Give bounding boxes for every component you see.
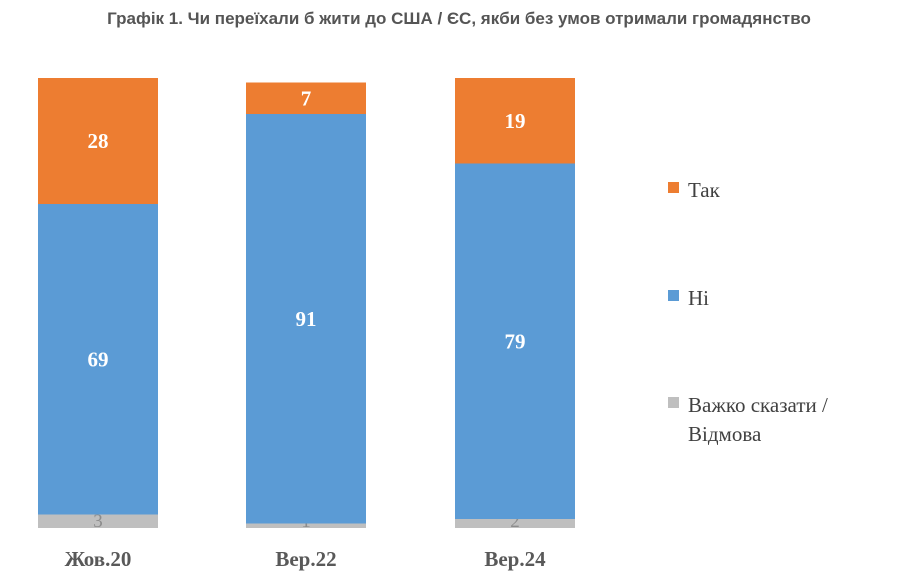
bar-segment (455, 163, 575, 519)
legend-label: Відмова (688, 422, 762, 446)
data-label: 79 (505, 329, 526, 353)
bar-segment (38, 78, 158, 204)
data-label: 2 (510, 511, 520, 532)
data-label: 28 (88, 129, 109, 153)
chart-title: Графік 1. Чи переїхали б жити до США / Є… (107, 9, 811, 28)
bar-segment (455, 519, 575, 528)
bar-segment (246, 114, 366, 524)
data-label: 3 (93, 511, 103, 532)
category-label: Вер.24 (484, 547, 546, 571)
legend-swatch (668, 397, 679, 408)
category-label: Вер.22 (275, 547, 336, 571)
data-label: 91 (296, 307, 317, 331)
legend: Так Ні Важко сказати / Відмова (668, 178, 828, 446)
bar-segment (38, 204, 158, 515)
legend-label: Важко сказати / (688, 393, 828, 417)
bar-segment (455, 78, 575, 164)
data-label: 19 (505, 109, 526, 133)
legend-label: Так (688, 178, 721, 202)
category-label: Жов.20 (65, 547, 132, 571)
data-label: 69 (88, 347, 109, 371)
legend-swatch (668, 182, 679, 193)
legend-label: Ні (688, 286, 709, 310)
bar-segment (246, 523, 366, 528)
bar-segment (38, 514, 158, 528)
bar-segment (246, 82, 366, 114)
legend-swatch (668, 290, 679, 301)
data-label: 7 (301, 86, 312, 110)
